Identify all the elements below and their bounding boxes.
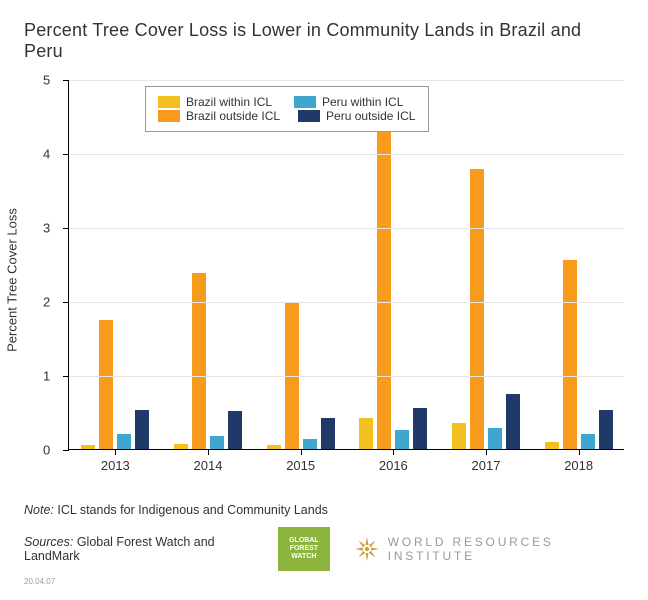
y-tick-label: 0 [43,443,50,458]
bar [81,445,95,449]
grid-line [69,376,624,377]
legend-label: Brazil within ICL [186,95,272,109]
y-tick [63,302,69,303]
chart-container: Percent Tree Cover Loss is Lower in Comm… [0,0,648,600]
grid-line [69,228,624,229]
legend-item: Brazil within ICL [158,95,276,109]
grid-line [69,302,624,303]
y-tick [63,376,69,377]
bar [192,273,206,449]
legend-label: Peru within ICL [322,95,403,109]
legend-swatch [158,110,180,122]
bar [377,119,391,449]
x-tick-label: 2018 [564,458,593,473]
chart-title: Percent Tree Cover Loss is Lower in Comm… [24,20,624,62]
bar [563,260,577,449]
bar [99,320,113,449]
bar [228,411,242,449]
bar [210,436,224,449]
bar [470,169,484,449]
bars-area [69,80,624,449]
legend-label: Peru outside ICL [326,109,415,123]
sources: Sources: Global Forest Watch and LandMar… [24,535,254,563]
gfw-logo: GLOBALFORESTWATCH [278,527,330,571]
x-tick [486,449,487,455]
bar [581,434,595,449]
bar [267,445,281,449]
legend-swatch [294,96,316,108]
bar [488,428,502,449]
x-tick-label: 2014 [194,458,223,473]
footer: Note: ICL stands for Indigenous and Comm… [24,503,624,586]
legend-swatch [298,110,320,122]
bar [303,439,317,449]
gfw-logo-line: GLOBAL [289,537,319,545]
legend-item: Brazil outside ICL [158,109,280,123]
bar [359,418,373,449]
grid-line [69,154,624,155]
bar [135,410,149,449]
plot-area: Percent Tree Cover Loss Brazil within IC… [24,80,624,480]
date-stamp: 20.04.07 [24,577,624,586]
x-tick [579,449,580,455]
y-tick-label: 3 [43,221,50,236]
bar [117,434,131,449]
y-tick [63,154,69,155]
legend-swatch [158,96,180,108]
y-tick [63,80,69,81]
y-axis-label: Percent Tree Cover Loss [5,208,20,352]
bar [452,423,466,449]
legend-label: Brazil outside ICL [186,109,280,123]
wri-mark-icon [354,536,380,562]
bar [599,410,613,449]
legend-item: Peru outside ICL [298,109,416,123]
legend: Brazil within ICLPeru within ICLBrazil o… [145,86,429,132]
y-tick-label: 2 [43,295,50,310]
note-text: ICL stands for Indigenous and Community … [57,503,328,517]
gfw-logo-line: FOREST [290,545,318,553]
bar [413,408,427,449]
y-tick-label: 5 [43,73,50,88]
sources-label: Sources: [24,535,73,549]
plot: Brazil within ICLPeru within ICLBrazil o… [68,80,624,450]
y-tick-label: 1 [43,369,50,384]
x-tick-label: 2013 [101,458,130,473]
grid-line [69,80,624,81]
x-tick-label: 2017 [472,458,501,473]
x-tick-label: 2016 [379,458,408,473]
wri-text: WORLD RESOURCES INSTITUTE [388,535,624,563]
y-tick [63,228,69,229]
bar [174,444,188,449]
x-tick-label: 2015 [286,458,315,473]
wri-logo: WORLD RESOURCES INSTITUTE [354,535,624,563]
y-tick [63,450,69,451]
x-tick [301,449,302,455]
gfw-logo-line: WATCH [291,553,316,561]
sources-row: Sources: Global Forest Watch and LandMar… [24,527,624,571]
x-tick [393,449,394,455]
note-label: Note: [24,503,54,517]
bar [395,430,409,449]
legend-item: Peru within ICL [294,95,412,109]
legend-row: Brazil outside ICL Peru outside ICL [158,109,416,123]
bar [545,442,559,449]
x-tick [208,449,209,455]
x-tick [115,449,116,455]
legend-row: Brazil within ICL Peru within ICL [158,95,416,109]
y-tick-label: 4 [43,147,50,162]
note: Note: ICL stands for Indigenous and Comm… [24,503,624,517]
bar [321,418,335,449]
bar [506,394,520,450]
